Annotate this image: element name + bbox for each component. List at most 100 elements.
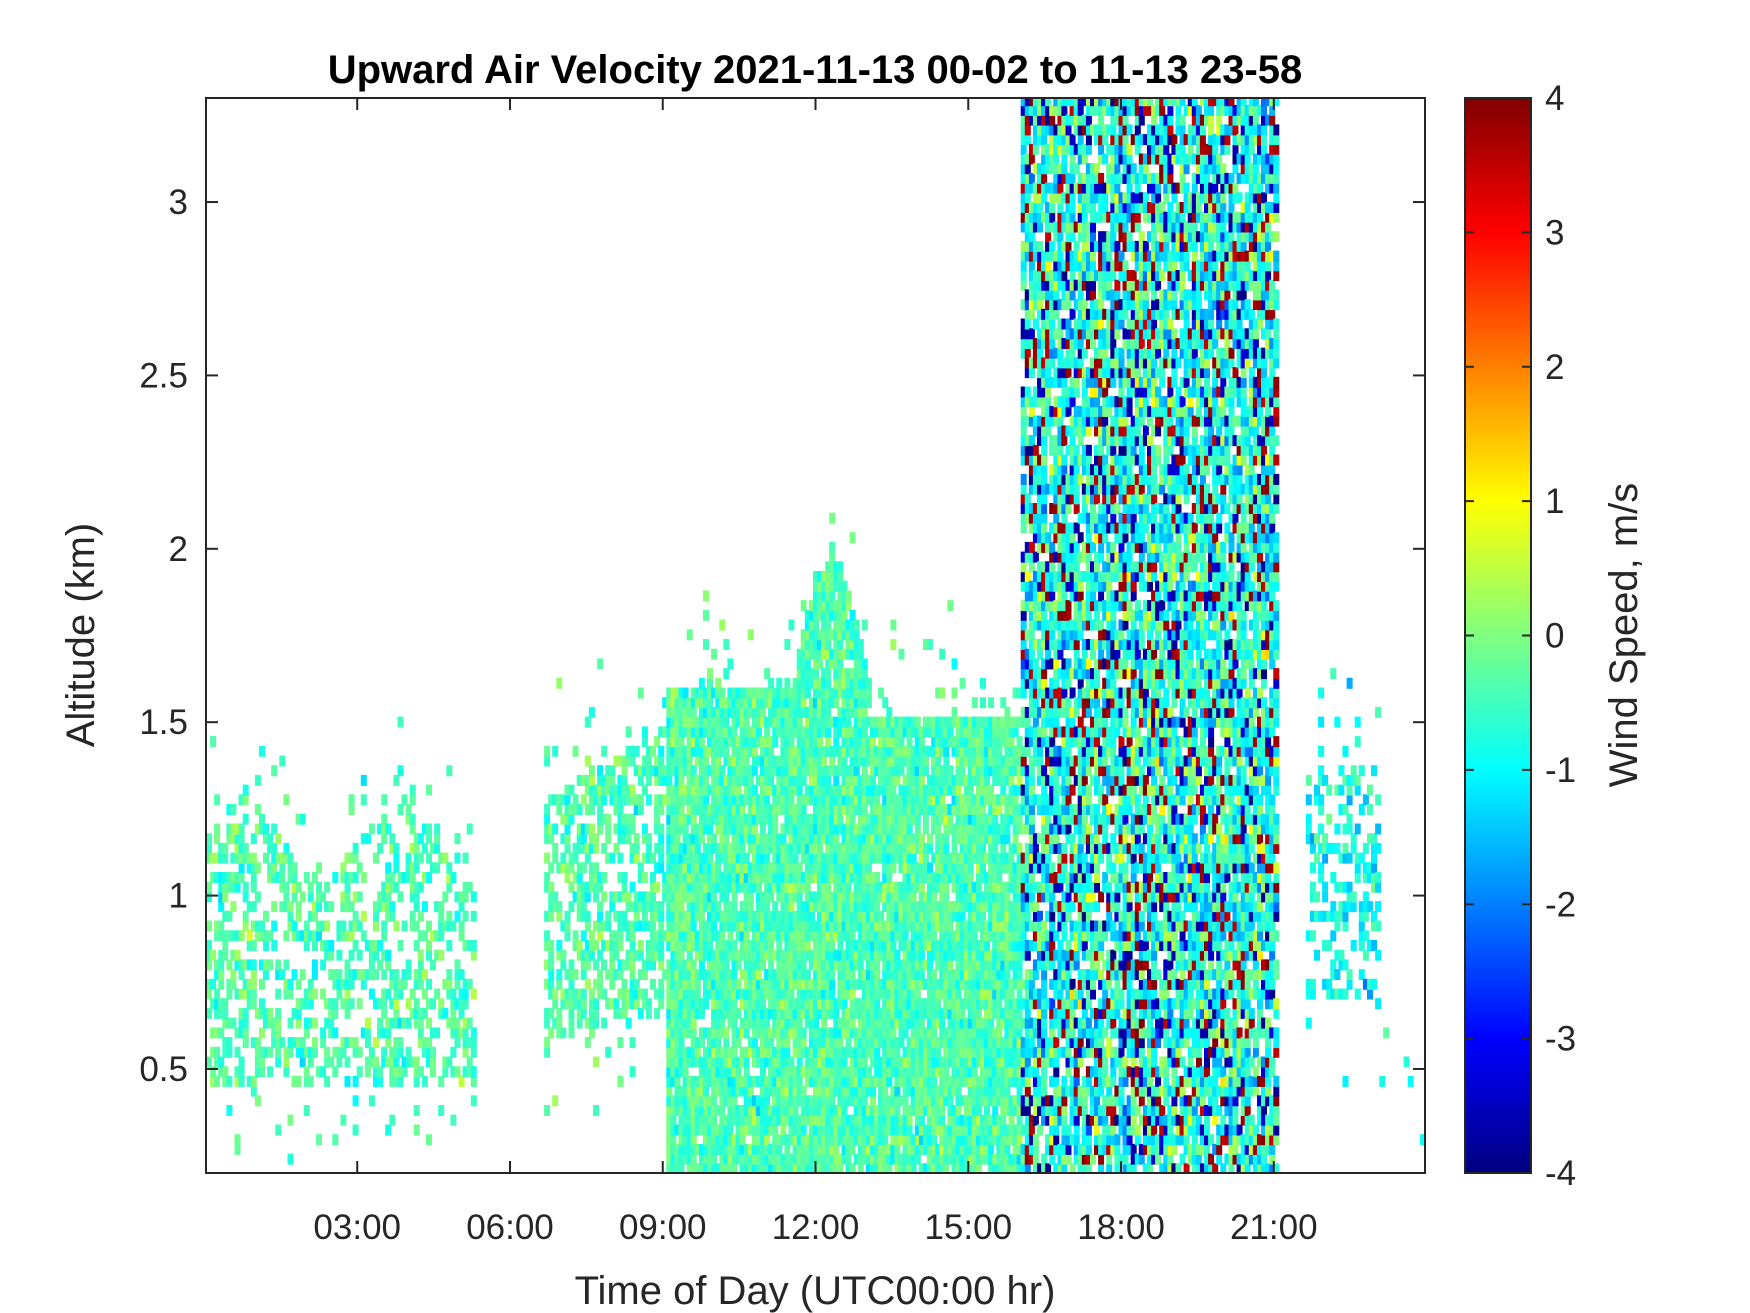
heatmap-cell (813, 1114, 819, 1126)
heatmap-cell (902, 716, 909, 728)
heatmap-cell (739, 998, 746, 1010)
heatmap-cell (621, 765, 628, 777)
heatmap-cell (890, 1085, 897, 1097)
heatmap-cell (861, 1075, 868, 1087)
heatmap-cell (641, 872, 648, 883)
heatmap-cell (861, 1056, 868, 1068)
heatmap-cell (971, 1075, 978, 1087)
heatmap-cell (963, 1095, 970, 1107)
heatmap-cell (825, 590, 832, 602)
heatmap-cell (980, 1056, 986, 1068)
heatmap-cell (955, 988, 962, 1000)
heatmap-cell (963, 823, 970, 835)
heatmap-cell (841, 1153, 848, 1165)
heatmap-cell (804, 1153, 811, 1165)
heatmap-cell (927, 988, 933, 1000)
heatmap-cell (678, 765, 685, 777)
heatmap-cell (796, 726, 803, 738)
heatmap-cell (711, 978, 718, 990)
heatmap-cell (947, 1037, 954, 1049)
heatmap-cell (401, 872, 408, 883)
heatmap-cell (853, 1105, 860, 1116)
heatmap-cell (764, 765, 771, 777)
heatmap-cell (214, 959, 221, 971)
heatmap-cell (776, 852, 783, 864)
heatmap-cell (898, 1134, 905, 1146)
heatmap-cell (902, 842, 909, 854)
heatmap-cell (902, 949, 909, 961)
heatmap-cell (690, 1134, 697, 1146)
heatmap-cell (918, 998, 925, 1010)
heatmap-cell (878, 1017, 885, 1029)
heatmap-cell (967, 881, 974, 893)
heatmap-cell (902, 1114, 909, 1126)
heatmap-cell (593, 959, 599, 971)
heatmap-cell (645, 891, 652, 903)
heatmap-cell (967, 1095, 974, 1107)
heatmap-cell (825, 571, 832, 582)
heatmap-cell (544, 755, 551, 767)
heatmap-cell (446, 765, 453, 777)
heatmap-cell (707, 920, 713, 932)
heatmap-cell (674, 1017, 681, 1029)
heatmap-cell (922, 794, 929, 806)
heatmap-cell (739, 940, 746, 951)
heatmap-cell (792, 716, 799, 728)
heatmap-cell (874, 1143, 881, 1155)
heatmap-cell (910, 755, 917, 767)
heatmap-cell (804, 668, 811, 680)
heatmap-cell (686, 881, 693, 893)
heatmap-cell (971, 1124, 978, 1136)
heatmap-cell (857, 1134, 864, 1146)
heatmap-cell (927, 1134, 933, 1146)
heatmap-cell (853, 1046, 860, 1058)
heatmap-cell (808, 1075, 815, 1087)
heatmap-cell (650, 930, 656, 942)
heatmap-cell (320, 1037, 327, 1049)
heatmap-cell (238, 1066, 245, 1078)
heatmap-cell (246, 998, 253, 1010)
heatmap-cell (853, 639, 860, 650)
heatmap-cell (454, 969, 461, 981)
heatmap-cell (894, 1105, 901, 1116)
heatmap-cell (837, 978, 844, 990)
heatmap-cell (735, 1134, 742, 1146)
heatmap-cell (698, 1153, 705, 1165)
heatmap-cell (747, 1163, 754, 1173)
heatmap-cell (226, 1017, 233, 1029)
heatmap-cell (470, 910, 477, 922)
heatmap-cell (755, 755, 762, 767)
heatmap-cell (747, 940, 754, 951)
heatmap-cell (719, 745, 726, 757)
heatmap-cell (772, 1143, 779, 1155)
heatmap-cell (890, 920, 897, 932)
heatmap-cell (870, 1143, 876, 1155)
heatmap-cell (360, 930, 367, 942)
heatmap-cell (788, 833, 795, 845)
heatmap-cell (743, 745, 750, 757)
heatmap-cell (735, 1105, 742, 1116)
heatmap-cell (780, 794, 787, 806)
heatmap-cell (356, 998, 363, 1010)
heatmap-cell (597, 910, 604, 922)
heatmap-cells (206, 98, 1425, 1173)
heatmap-cell (967, 765, 974, 777)
heatmap-cell (303, 1017, 310, 1029)
heatmap-cell (275, 1017, 282, 1029)
heatmap-cell (210, 998, 217, 1010)
heatmap-cell (629, 1066, 636, 1078)
heatmap-cell (894, 765, 901, 777)
heatmap-cell (931, 1007, 938, 1019)
heatmap-cell (980, 1066, 986, 1078)
heatmap-cell (857, 1153, 864, 1165)
heatmap-cell (931, 804, 938, 815)
heatmap-cell (690, 901, 697, 913)
heatmap-cell (609, 901, 616, 913)
heatmap-cell (226, 978, 233, 990)
heatmap-cell (857, 1056, 864, 1068)
heatmap-cell (711, 1007, 718, 1019)
heatmap-cell (955, 910, 962, 922)
heatmap-cell (373, 1075, 379, 1087)
heatmap-cell (796, 1143, 803, 1155)
heatmap-cell (975, 920, 982, 932)
